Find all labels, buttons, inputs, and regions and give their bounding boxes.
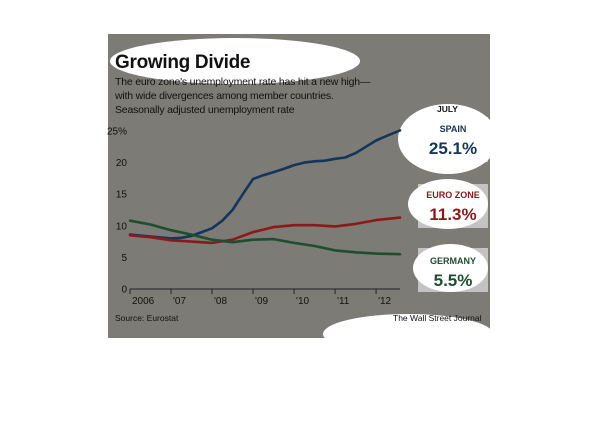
y-tick-label: 0 bbox=[121, 285, 127, 296]
series-latest-value-germany: 5.5% bbox=[434, 271, 473, 290]
series-label-box-euro-zone bbox=[418, 184, 488, 228]
chart-subtitle-line: The euro zone's unemployment rate has hi… bbox=[115, 76, 371, 88]
series-name-euro-zone: EURO ZONE bbox=[426, 190, 480, 200]
chart-ylabel: Seasonally adjusted unemployment rate bbox=[115, 104, 295, 116]
credit-note: The Wall Street Journal bbox=[393, 313, 482, 323]
y-tick-label: 10 bbox=[116, 221, 128, 232]
series-latest-value-spain: 25.1% bbox=[429, 139, 477, 158]
series-latest-value-euro-zone: 11.3% bbox=[429, 205, 476, 224]
chart-subtitle-line: with wide divergences among member count… bbox=[115, 90, 334, 102]
highlight-blob bbox=[110, 38, 360, 84]
y-tick-label: 15 bbox=[116, 190, 128, 201]
highlight-blob bbox=[323, 314, 490, 338]
x-tick-label: '11 bbox=[337, 296, 350, 307]
series-name-germany: GERMANY bbox=[430, 256, 476, 266]
series-label-box-germany bbox=[418, 248, 488, 292]
chart-title: Growing Divide bbox=[115, 52, 251, 73]
source-note: Source: Eurostat bbox=[115, 313, 179, 323]
series-line-euro-zone bbox=[128, 216, 402, 245]
x-tick-label: '10 bbox=[296, 296, 309, 307]
y-tick-label: 20 bbox=[116, 158, 128, 169]
y-tick-label: 25% bbox=[107, 127, 127, 138]
x-tick-label: '12 bbox=[378, 296, 391, 307]
x-tick-label: '08 bbox=[214, 296, 227, 307]
series-label-box-spain bbox=[418, 117, 488, 162]
series-name-spain: SPAIN bbox=[440, 124, 467, 134]
latest-period-label: JULY bbox=[437, 104, 458, 114]
x-tick-label: '09 bbox=[255, 296, 268, 307]
x-tick-label: 2006 bbox=[132, 296, 155, 307]
series-line-germany bbox=[128, 219, 402, 256]
y-tick-label: 5 bbox=[121, 253, 127, 264]
x-tick-label: '07 bbox=[173, 296, 186, 307]
